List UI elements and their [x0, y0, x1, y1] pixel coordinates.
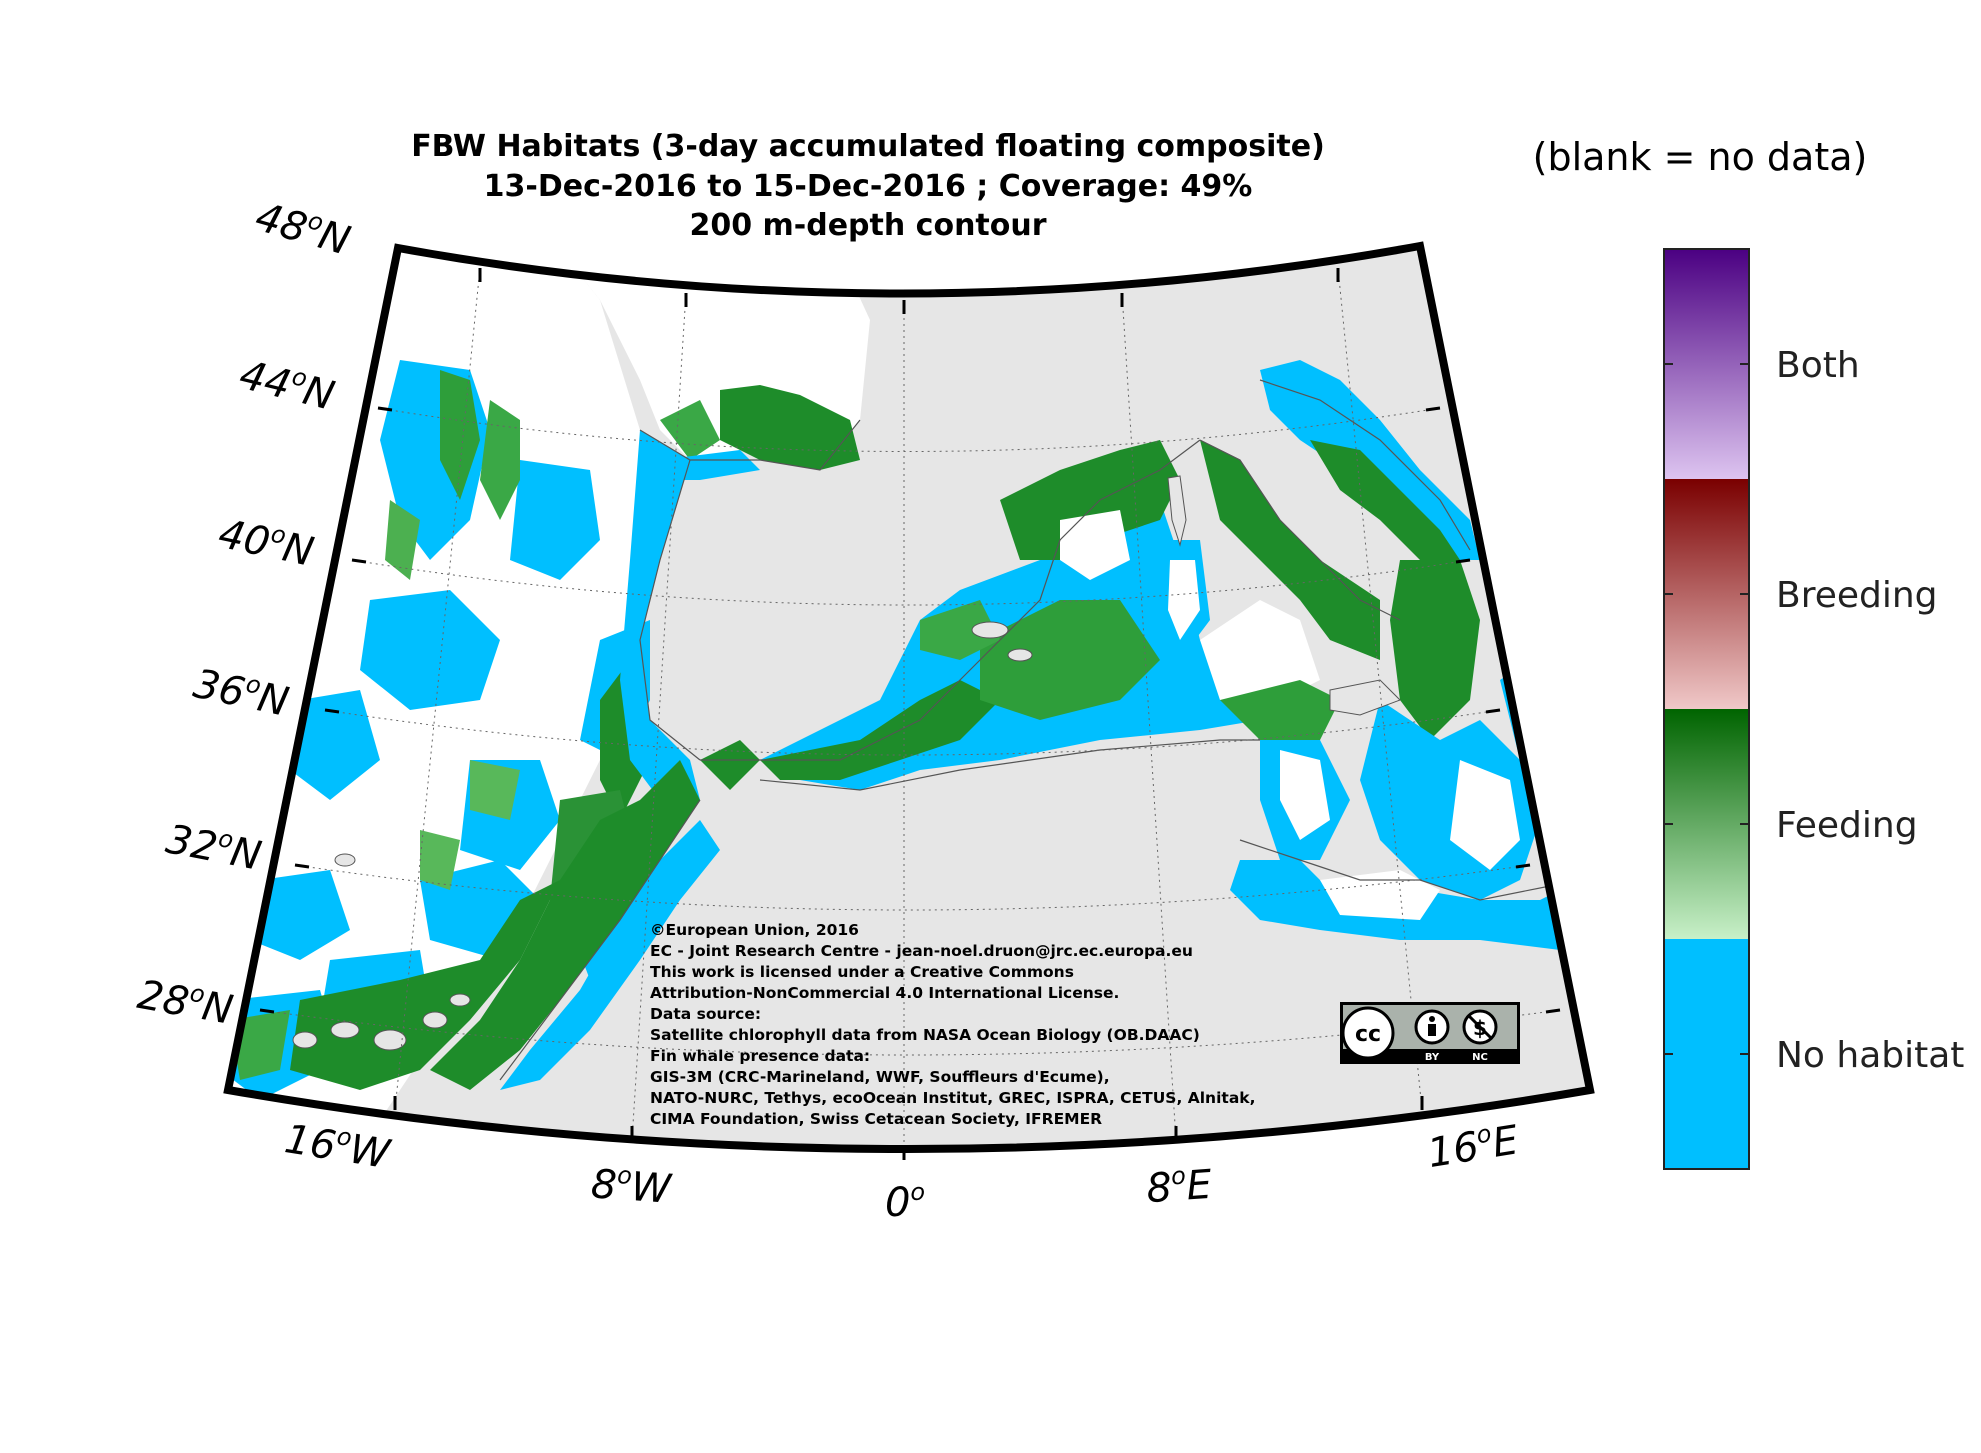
credit-line: Data source: [650, 1005, 761, 1023]
svg-text:40oN: 40oN [214, 509, 317, 576]
sicily-channel-feeding [1220, 680, 1340, 740]
colorbar-no-habitat [1664, 939, 1749, 1169]
sicily [1329, 679, 1401, 716]
by-text: BY [1425, 1052, 1440, 1063]
lon-label-8w: 8oW [590, 1159, 674, 1213]
colorbar-label-breeding: Breeding [1776, 575, 1938, 616]
svg-text:28oN: 28oN [134, 970, 236, 1034]
credit-line: This work is licensed under a Creative C… [650, 963, 1074, 981]
map-frame [223, 241, 1595, 1153]
lat-label-44: 44oN [235, 350, 339, 420]
lon-label-16w: 16oW [282, 1114, 395, 1178]
lon-label-8e: 8oE [1145, 1160, 1214, 1213]
svg-text:32oN: 32oN [162, 814, 265, 879]
title-line-2: 13-Dec-2016 to 15-Dec-2016 ; Coverage: 4… [484, 169, 1253, 204]
cc-circle-icon [1341, 1006, 1395, 1060]
svg-text:44oN: 44oN [235, 350, 339, 420]
svg-text:48oN: 48oN [250, 192, 355, 264]
tunisia-no-data [1280, 750, 1330, 840]
no-data-note: (blank = no data) [1533, 135, 1868, 179]
lon-label-0: 0o [885, 1178, 925, 1226]
svg-text:36oN: 36oN [189, 659, 292, 726]
tyrrhenian-no-data [1200, 600, 1320, 700]
credit-line: CIMA Foundation, Swiss Cetacean Society,… [650, 1110, 1102, 1128]
colorbar-label-no-habitat: No habitat [1776, 1035, 1964, 1076]
colorbar-feeding [1664, 709, 1749, 939]
credit-line: NATO-NURC, Tethys, ecoOcean Institut, GR… [650, 1089, 1255, 1107]
credit-line: Satellite chlorophyll data from NASA Oce… [650, 1026, 1200, 1044]
svg-text:0o: 0o [885, 1178, 925, 1226]
colorbar-label-both: Both [1776, 345, 1860, 386]
lat-label-28: 28oN [134, 970, 236, 1034]
colorbar-frame [1663, 248, 1750, 1170]
credit-line: EC - Joint Research Centre - jean-noel.d… [650, 942, 1193, 960]
adriatic-feeding [1310, 440, 1460, 560]
corsica-sardinia [1167, 475, 1187, 547]
colorbar: Both Breeding Feeding No habitat [1663, 248, 1964, 1170]
svg-text:8oE: 8oE [1145, 1160, 1214, 1212]
colorbar-label-feeding: Feeding [1776, 805, 1918, 846]
credit-line: Attribution-NonCommercial 4.0 Internatio… [650, 984, 1119, 1002]
colorbar-breeding [1664, 479, 1749, 709]
frame-ticks [259, 268, 1561, 1160]
morocco-coast-feeding [430, 760, 700, 1090]
svg-text:16oW: 16oW [282, 1114, 395, 1178]
sidra-no-data [1320, 870, 1440, 920]
creative-commons-by-nc-icon: cc $ BY NC [1340, 1002, 1520, 1064]
ionian-feeding [1390, 560, 1480, 740]
ionian-no-data [1450, 760, 1520, 870]
credit-line: GIS-3M (CRC-Marineland, WWF, Souffleurs … [650, 1068, 1110, 1086]
svg-text:8oW: 8oW [590, 1159, 674, 1213]
colorbar-both [1664, 249, 1749, 479]
med-no-data-patch [1060, 510, 1130, 580]
svg-text:16oE: 16oE [1424, 1115, 1522, 1177]
biscay-feeding [720, 385, 860, 470]
balearic-islands [971, 621, 1033, 662]
western-med-feeding [760, 680, 1000, 780]
credits-block: ©European Union, 2016 EC - Joint Researc… [650, 921, 1255, 1128]
ligurian-feeding [1000, 440, 1180, 560]
madeira-island [334, 853, 356, 867]
lat-label-32: 32oN [162, 814, 265, 879]
sardinia-no-data [1168, 560, 1200, 640]
canary-islands [292, 993, 471, 1051]
biscay-feeding-north [660, 400, 720, 460]
lat-label-48: 48oN [250, 192, 355, 265]
title-line-3: 200 m-depth contour [689, 208, 1046, 243]
lat-label-40: 40oN [214, 509, 317, 576]
graticule [259, 267, 1561, 1149]
map-area [228, 246, 1590, 1149]
title-line-1: FBW Habitats (3-day accumulated floating… [411, 129, 1325, 164]
morocco-coast-no-habitat [500, 820, 720, 1090]
cc-text: cc [1355, 1022, 1381, 1047]
gibraltar-feeding [700, 740, 760, 790]
med-feeding-balearic [920, 600, 1000, 660]
credit-line: ©European Union, 2016 [650, 921, 859, 939]
credit-line: Fin whale presence data: [650, 1047, 870, 1065]
lon-label-16e: 16oE [1424, 1115, 1522, 1177]
lat-label-36: 36oN [189, 659, 292, 726]
med-feeding-center [980, 600, 1160, 720]
coastlines [499, 379, 1581, 1081]
tyrrhenian-feeding [1200, 440, 1380, 660]
nc-text: NC [1472, 1052, 1488, 1063]
iberia-coast-no-habitat [620, 430, 700, 800]
